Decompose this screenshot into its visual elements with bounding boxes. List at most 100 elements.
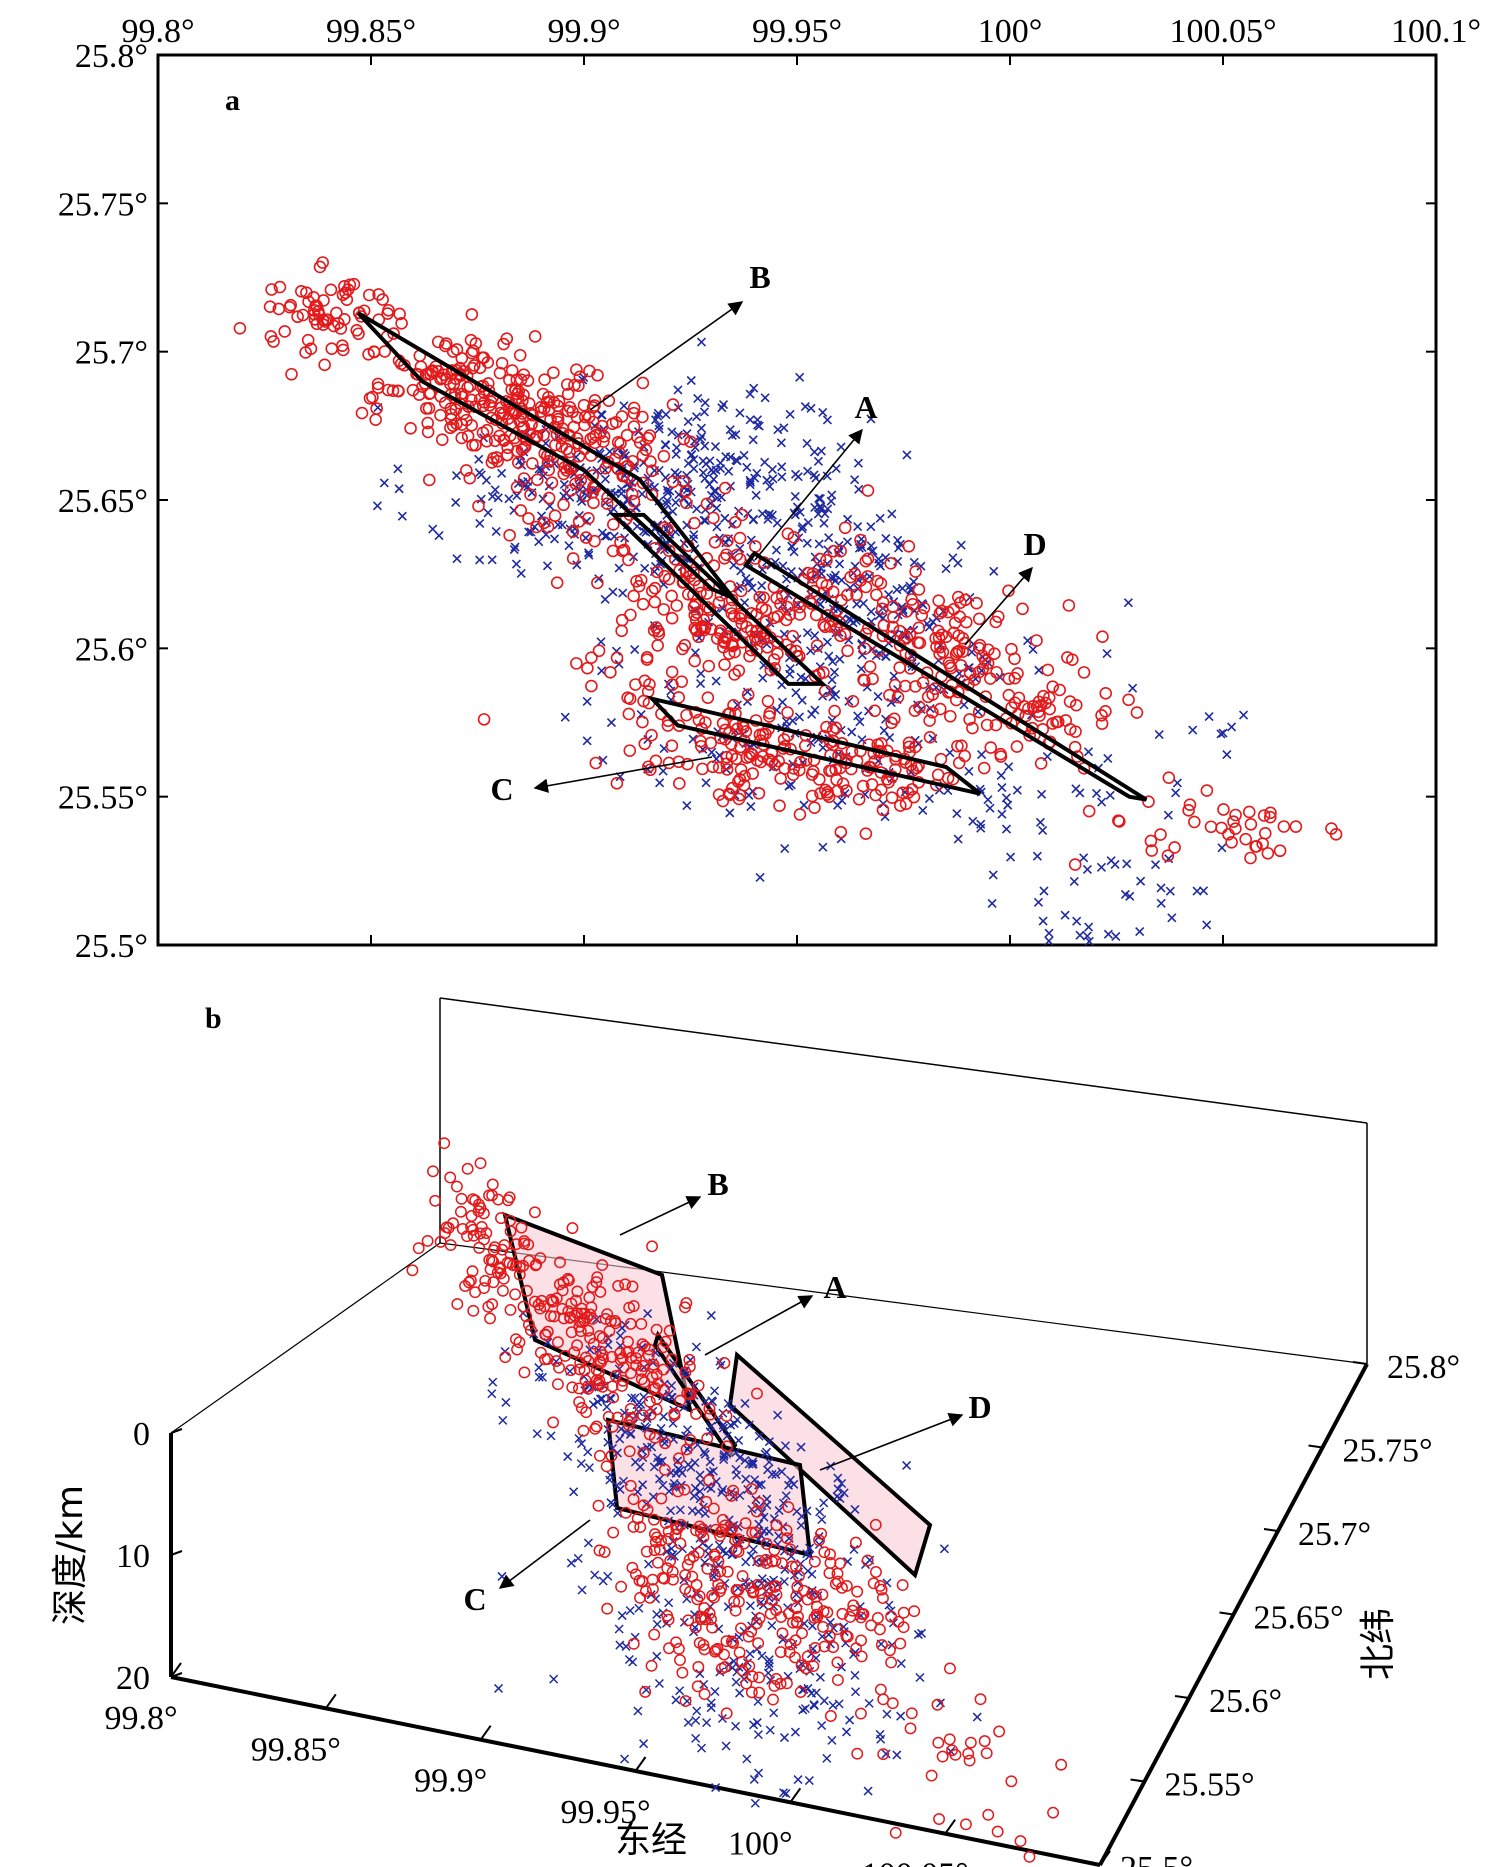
panel-b-y-tick-label: 25.6° [1209,1683,1282,1720]
panel-b-circle-point [752,1637,765,1650]
panel-b-circle-point [792,1570,805,1582]
panel-a-circle-point [737,721,750,734]
panel-b-circle-point [619,1278,632,1291]
panel-b-circle-point [658,1463,671,1476]
panel-a-cross-point [736,566,746,576]
panel-a-circle-point [330,306,343,320]
panel-a-circle-point [570,411,584,424]
panel-a-cross-point [752,468,762,478]
panel-a-circle-point [770,591,783,605]
panel-a-circle-point [557,498,570,512]
panel-a-circle-point [587,430,600,444]
panel-b-cross-point [734,1435,744,1445]
panel-b-circle-point [932,1736,945,1749]
panel-a-circle-point [465,419,478,432]
panel-b-circle-point [599,1313,612,1325]
panel-a-circle-point [680,708,693,722]
panel-a-cross-point [881,714,891,724]
panel-a-circle-point [777,733,791,746]
panel-a-cross-point [892,585,902,595]
panel-a-x-tick-label: 99.95° [752,13,842,50]
panel-b-cross-point [735,1688,745,1698]
panel-b-cross-point [613,1508,623,1518]
panel-a-circle-point [313,260,327,274]
panel-a-circle-point [981,656,995,670]
panel-b-circle-point [875,1583,888,1596]
panel-b-circle-point [467,1304,480,1317]
panel-a-cross-point [697,431,707,441]
panel-b-circle-point [840,1579,853,1592]
panel-b-cross-point [804,1775,814,1786]
panel-b-circle-point [717,1523,729,1536]
panel-a-cross-point [786,780,796,790]
panel-b-circle-point [857,1608,870,1620]
panel-a-cross-point [509,544,519,555]
panel-b-cross-point [773,1410,783,1420]
panel-a-cross-point [858,598,869,608]
panel-a-circle-point [591,368,604,382]
panel-b-cross-point [718,1423,728,1433]
panel-b-circle-point [592,1366,605,1379]
panel-b-cross-point [615,1434,625,1444]
panel-b-cross-point [682,1425,693,1435]
panel-a-circle-point [657,449,671,463]
panel-a-cross-point [814,539,824,549]
panel-a-cross-point [750,473,760,483]
panel-a-circle-point [431,335,445,349]
panel-b-arrow-b [619,1196,702,1236]
panel-b-cross-point [644,1559,654,1569]
panel-a-circle-point [949,647,963,661]
panel-b-circle-point [874,1683,887,1696]
panel-a-circle-point [912,583,926,596]
panel-a-circle-point [649,621,663,634]
panel-a-cross-point [889,671,899,681]
panel-a-cross-point [757,580,767,591]
panel-a-circle-point [404,422,417,435]
panel-a-cross-point [731,455,741,465]
panel-a-cross-point [997,809,1007,819]
panel-b-cross-point [603,1437,613,1447]
panel-a-cross-point [698,468,708,478]
panel-b-circle-point [643,1395,656,1408]
panel-a-cross-point [673,430,683,440]
panel-a-circle-point [734,763,748,776]
panel-b-cross-point [671,1695,681,1705]
panel-a-cross-point [747,583,757,593]
panel-a-cross-point [1037,789,1047,799]
panel-b-circle-point [634,1521,647,1534]
panel-b-cross-point [793,1775,803,1785]
panel-b-cross-point [652,1619,662,1629]
panel-b-circle-point [692,1546,705,1559]
panel-b-circle-point [580,1406,593,1419]
panel-a-circle-point [1002,688,1016,702]
panel-b-circle-point [579,1351,592,1364]
panel-b-circle-point [444,1171,457,1184]
panel-b-circle-point [665,1353,678,1366]
panel-b-cross-point [566,1558,576,1568]
panel-a-circle-point [1061,651,1074,664]
panel-a-circle-point [480,435,493,448]
panel-a-circle-point [779,613,793,627]
panel-b-circle-point [1055,1758,1068,1771]
panel-b-circle-point [568,1346,581,1359]
panel-a-circle-point [750,624,764,638]
panel-a-circle-point [759,603,773,617]
panel-a-circle-point [1034,757,1048,770]
panel-a-circle-point [545,476,559,490]
panel-a-cross-point [857,650,867,660]
panel-a-fault-plane-c [646,695,982,796]
panel-a-circle-point [622,553,635,567]
panel-b-cross-point [827,1735,837,1745]
panel-b-label: b [205,1002,222,1035]
panel-b-y-tick-mark [1085,1862,1101,1866]
panel-b-x-tick-label: 100° [728,1825,793,1862]
panel-a-cross-point [596,637,606,647]
panel-a-cross-point [815,493,825,504]
panel-a-circle-point [1142,795,1155,809]
panel-a-circle-point [634,573,648,587]
panel-b-circle-point [679,1583,692,1595]
panel-a-cross-point [742,462,752,472]
panel-a-circle-point [752,786,766,800]
panel-a-cross-point [1192,886,1202,896]
panel-b-cross-point [697,1743,707,1753]
